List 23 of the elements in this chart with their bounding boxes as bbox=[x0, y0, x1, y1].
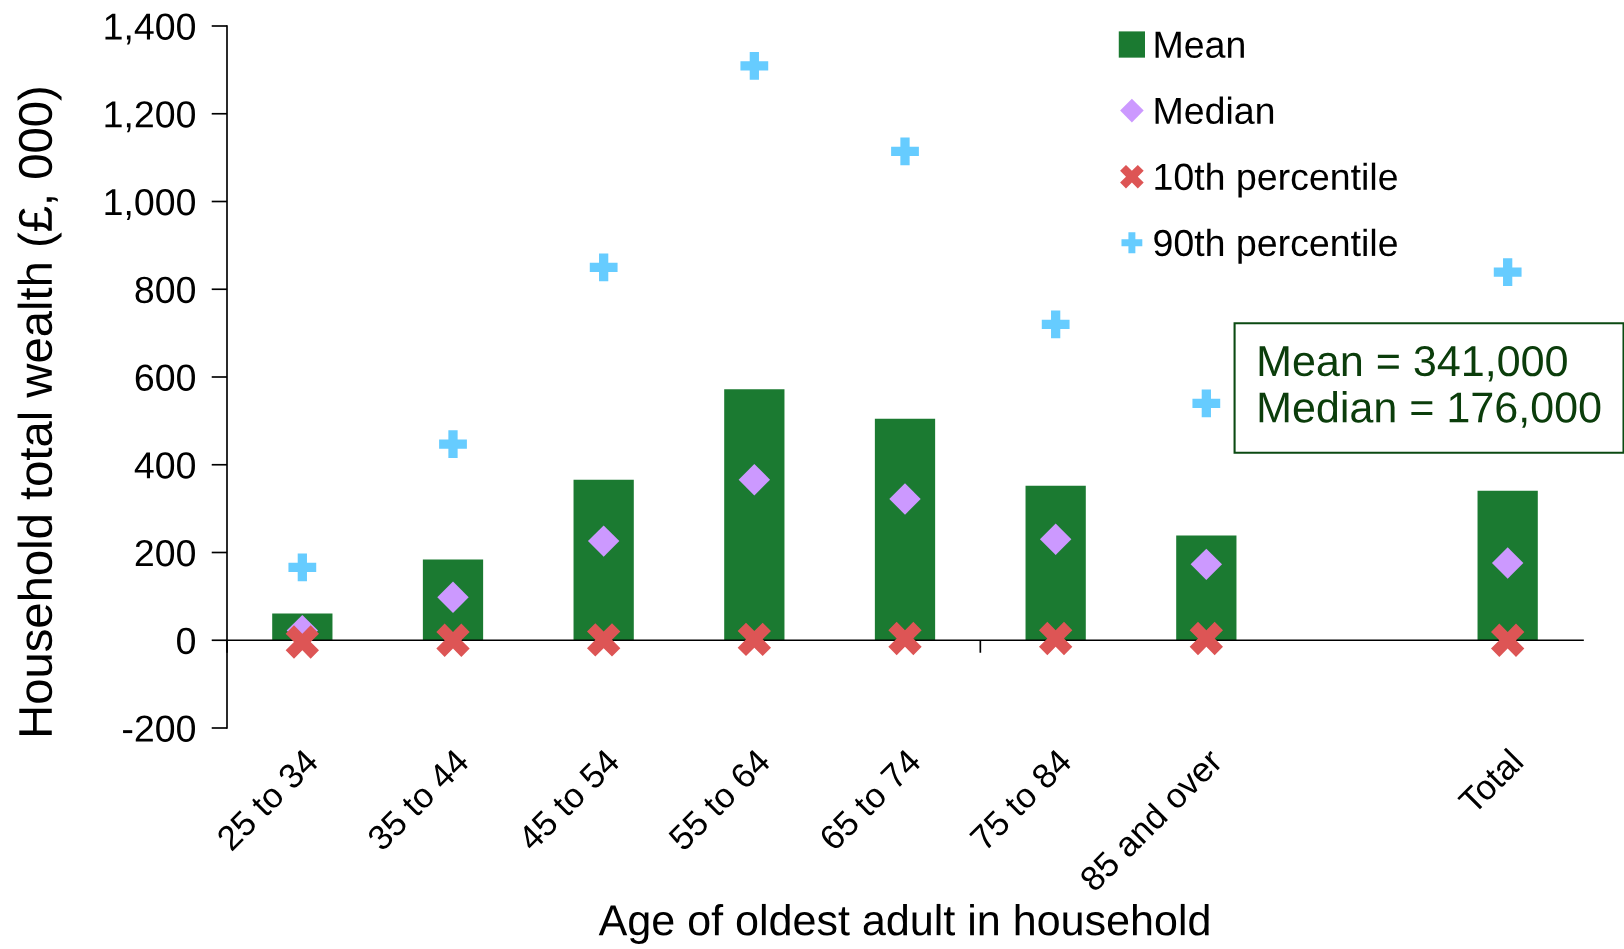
legend-label: 90th percentile bbox=[1154, 228, 1397, 264]
y-tick-label: 400 bbox=[134, 452, 195, 479]
y-tick-label: 1,000 bbox=[105, 188, 195, 220]
x-tick-label: 85 and over bbox=[1077, 746, 1224, 893]
legend-label: Median bbox=[1155, 96, 1274, 125]
y-tick-label: 200 bbox=[135, 539, 195, 567]
y-tick-label: 0 bbox=[177, 627, 195, 655]
x-tick-label: 75 to 84 bbox=[968, 747, 1073, 852]
legend-label: 10th percentile bbox=[1155, 162, 1397, 198]
y-tick-label: 1,200 bbox=[105, 101, 195, 133]
x-tick-label: 65 to 74 bbox=[818, 747, 923, 852]
x-tick-label: 35 to 44 bbox=[365, 747, 471, 852]
annotation: Mean = 341,000 Median = 176,000 bbox=[1259, 345, 1601, 428]
y-axis-title: Household total wealth (£, 000) bbox=[17, 88, 62, 736]
x-tick-label: 25 to 34 bbox=[215, 747, 320, 852]
x-tick-label: 55 to 64 bbox=[667, 747, 772, 852]
y-tick-label: 800 bbox=[135, 276, 195, 304]
y-tick-label: -200 bbox=[123, 715, 195, 742]
y-tick-label: 600 bbox=[135, 364, 195, 391]
y-tick-label: 1,400 bbox=[105, 13, 195, 45]
x-axis-title: Age of oldest adult in household bbox=[598, 903, 1209, 945]
x-tick-label: 45 to 54 bbox=[516, 747, 621, 853]
legend-label: Mean bbox=[1155, 31, 1244, 59]
